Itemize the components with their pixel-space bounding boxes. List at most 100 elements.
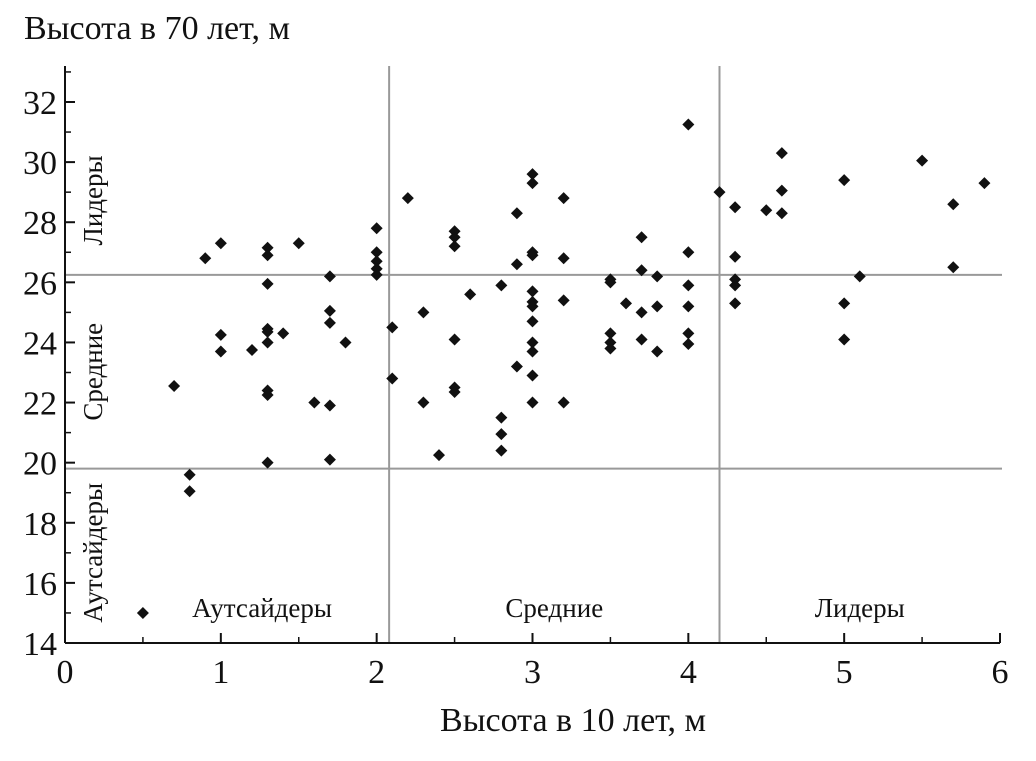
data-point bbox=[495, 279, 508, 292]
y-tick-label: 24 bbox=[23, 325, 57, 362]
data-point bbox=[526, 249, 539, 262]
data-point bbox=[370, 255, 383, 268]
y-tick-label: 18 bbox=[23, 506, 57, 543]
data-point bbox=[417, 306, 430, 319]
data-point bbox=[323, 316, 336, 329]
data-point bbox=[370, 246, 383, 259]
data-point bbox=[464, 288, 477, 301]
data-point bbox=[838, 297, 851, 310]
data-point bbox=[682, 300, 695, 313]
data-point bbox=[916, 154, 929, 167]
data-point bbox=[261, 277, 274, 290]
y-tick-label: 32 bbox=[23, 85, 57, 122]
data-point bbox=[775, 147, 788, 160]
data-point bbox=[214, 328, 227, 341]
data-point bbox=[246, 343, 258, 356]
data-point bbox=[604, 342, 617, 355]
data-point bbox=[323, 453, 336, 466]
data-point bbox=[261, 336, 274, 349]
x-group-label-3: Лидеры bbox=[815, 593, 905, 623]
data-point bbox=[292, 237, 305, 250]
data-point bbox=[448, 333, 461, 346]
data-point bbox=[495, 428, 508, 441]
x-tick-label: 1 bbox=[212, 654, 229, 691]
data-points bbox=[136, 118, 991, 619]
x-tick-label: 4 bbox=[680, 654, 697, 691]
data-point bbox=[261, 389, 274, 402]
data-point bbox=[183, 485, 196, 498]
data-point bbox=[557, 192, 570, 205]
data-point bbox=[510, 207, 523, 220]
data-point bbox=[682, 118, 695, 131]
data-point bbox=[168, 380, 181, 393]
data-point bbox=[557, 294, 570, 307]
data-point bbox=[199, 252, 212, 265]
data-point bbox=[370, 222, 383, 235]
data-point bbox=[853, 270, 866, 283]
data-point bbox=[526, 336, 539, 349]
data-point bbox=[838, 174, 851, 187]
data-point bbox=[510, 360, 523, 373]
x-group-label-1: Аутсайдеры bbox=[192, 593, 332, 623]
data-point bbox=[495, 444, 508, 457]
data-point bbox=[323, 270, 336, 283]
y-axis-title: Высота в 70 лет, м bbox=[24, 10, 290, 47]
y-tick-label: 22 bbox=[23, 386, 57, 423]
y-group-label-3: Лидеры bbox=[78, 155, 108, 245]
data-point bbox=[308, 396, 321, 409]
y-tick-label: 20 bbox=[23, 446, 57, 483]
data-point bbox=[729, 273, 742, 286]
x-tick-label: 2 bbox=[368, 654, 385, 691]
data-point bbox=[557, 396, 570, 409]
data-point bbox=[635, 231, 648, 244]
data-point bbox=[620, 297, 632, 310]
data-point bbox=[947, 261, 960, 274]
y-tick-label: 14 bbox=[23, 626, 57, 663]
data-point bbox=[136, 606, 149, 619]
data-point bbox=[713, 186, 726, 199]
axis-ticks: 0 1 2 3 4 5 6 14 16 18 20 22 24 26 28 30 32 bbox=[23, 71, 1009, 691]
data-point bbox=[729, 297, 742, 310]
data-point bbox=[838, 333, 851, 346]
data-point bbox=[526, 285, 539, 298]
data-point bbox=[760, 204, 773, 217]
data-point bbox=[947, 198, 960, 211]
data-point bbox=[261, 456, 274, 469]
data-point bbox=[978, 177, 991, 190]
data-point bbox=[526, 315, 539, 328]
y-tick-label: 28 bbox=[23, 205, 57, 242]
data-point bbox=[557, 252, 570, 265]
data-point bbox=[526, 168, 539, 181]
data-point bbox=[370, 268, 383, 281]
data-point bbox=[729, 279, 742, 292]
data-point bbox=[775, 207, 788, 220]
data-point bbox=[386, 321, 399, 334]
data-point bbox=[183, 468, 196, 481]
data-point bbox=[261, 249, 274, 262]
data-point bbox=[261, 325, 274, 338]
x-tick-label: 5 bbox=[836, 654, 853, 691]
data-point bbox=[323, 304, 336, 317]
data-point bbox=[277, 327, 290, 340]
data-point bbox=[682, 337, 695, 350]
data-point bbox=[370, 262, 383, 275]
y-tick-label: 26 bbox=[23, 265, 57, 302]
data-point bbox=[417, 396, 430, 409]
data-point bbox=[495, 411, 508, 424]
data-point bbox=[635, 333, 648, 346]
data-point bbox=[651, 300, 664, 313]
data-point bbox=[651, 345, 664, 358]
data-point bbox=[448, 231, 461, 244]
data-point bbox=[448, 240, 461, 253]
data-point bbox=[510, 258, 523, 271]
data-point bbox=[448, 225, 461, 238]
data-point bbox=[401, 192, 414, 205]
data-point bbox=[526, 177, 539, 190]
data-point bbox=[261, 241, 274, 254]
data-point bbox=[433, 449, 445, 462]
data-point bbox=[526, 369, 539, 382]
data-point bbox=[604, 276, 617, 289]
data-point bbox=[682, 327, 695, 340]
y-tick-label: 30 bbox=[23, 145, 57, 182]
